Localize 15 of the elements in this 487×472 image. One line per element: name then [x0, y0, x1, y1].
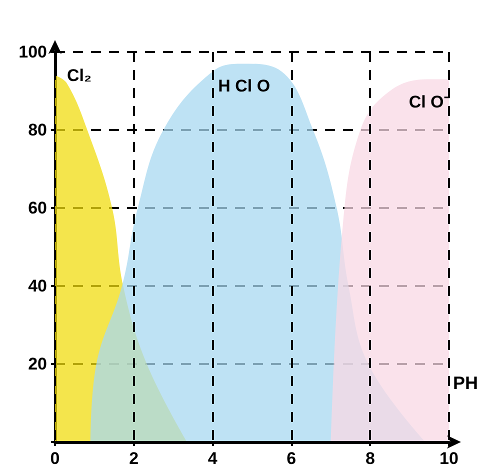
series-label: Cl₂ — [67, 66, 92, 85]
y-tick-label: 40 — [28, 276, 47, 296]
y-tick-label: 80 — [28, 120, 47, 140]
x-tick-label: 8 — [365, 449, 375, 468]
series-label: Cl O⁻ — [408, 92, 450, 112]
x-tick-label: 10 — [440, 449, 458, 468]
x-tick-label: 2 — [129, 449, 139, 468]
x-tick-label: 4 — [208, 449, 218, 468]
y-tick-label: 100 — [18, 42, 47, 62]
series-label: H Cl O — [218, 76, 270, 96]
x-axis-title: PH — [453, 373, 478, 393]
y-tick-label: 60 — [28, 198, 47, 218]
x-tick-label: 6 — [286, 449, 296, 468]
x-tick-label: 0 — [50, 449, 60, 468]
y-tick-label: 20 — [28, 354, 47, 374]
